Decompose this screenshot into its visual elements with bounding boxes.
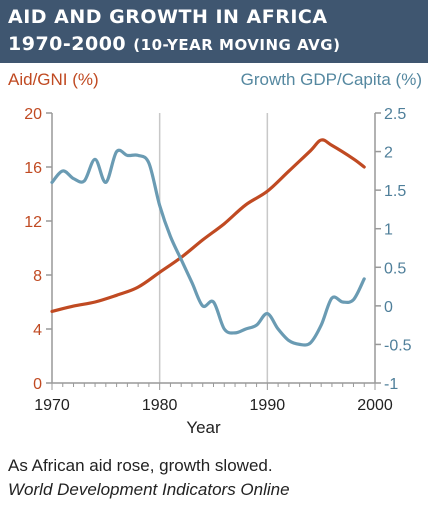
right-tick-label: 1.5 — [384, 183, 406, 200]
x-tick-label: 1970 — [34, 397, 70, 414]
title-bar: AID AND GROWTH IN AFRICA 1970-2000 (10-Y… — [0, 0, 428, 63]
right-tick-label: -1 — [384, 376, 398, 393]
left-tick-label: 12 — [24, 214, 42, 231]
left-tick-label: 0 — [33, 376, 42, 393]
x-axis-label: Year — [186, 418, 221, 437]
left-tick-label: 16 — [24, 160, 42, 177]
right-tick-label: 1 — [384, 222, 393, 239]
left-tick-label: 20 — [24, 106, 42, 123]
source-credit: World Development Indicators Online — [8, 480, 290, 499]
x-tick-label: 1980 — [142, 397, 178, 414]
chart-title-line-2: 1970-2000 (10-YEAR MOVING AVG) — [8, 33, 340, 55]
x-tick-label: 2000 — [357, 397, 393, 414]
right-axis-label: Growth GDP/Capita (%) — [240, 70, 422, 89]
right-tick-label: -0.5 — [384, 337, 412, 354]
left-tick-label: 4 — [33, 322, 42, 339]
chart-title-line-1: AID AND GROWTH IN AFRICA — [8, 6, 328, 28]
chart-title-years: 1970-2000 — [8, 33, 127, 55]
x-tick-label: 1990 — [250, 397, 286, 414]
left-tick-label: 8 — [33, 268, 42, 285]
right-tick-label: 0 — [384, 299, 393, 316]
right-tick-label: 2 — [384, 145, 393, 162]
growth-gdp-line — [50, 148, 366, 347]
chart-caption: As African aid rose, growth slowed. — [8, 456, 273, 475]
aid-gni-line — [50, 138, 366, 313]
left-axis-label: Aid/GNI (%) — [8, 70, 99, 89]
right-tick-label: 2.5 — [384, 106, 406, 123]
right-tick-label: 0.5 — [384, 260, 406, 277]
chart-title-subtitle: (10-YEAR MOVING AVG) — [133, 36, 341, 54]
chart-plot: 0 4 8 12 16 20 -1 -0.5 0 0.5 1 1.5 2 2.5 1970 1980 1990 2… — [24, 106, 412, 437]
